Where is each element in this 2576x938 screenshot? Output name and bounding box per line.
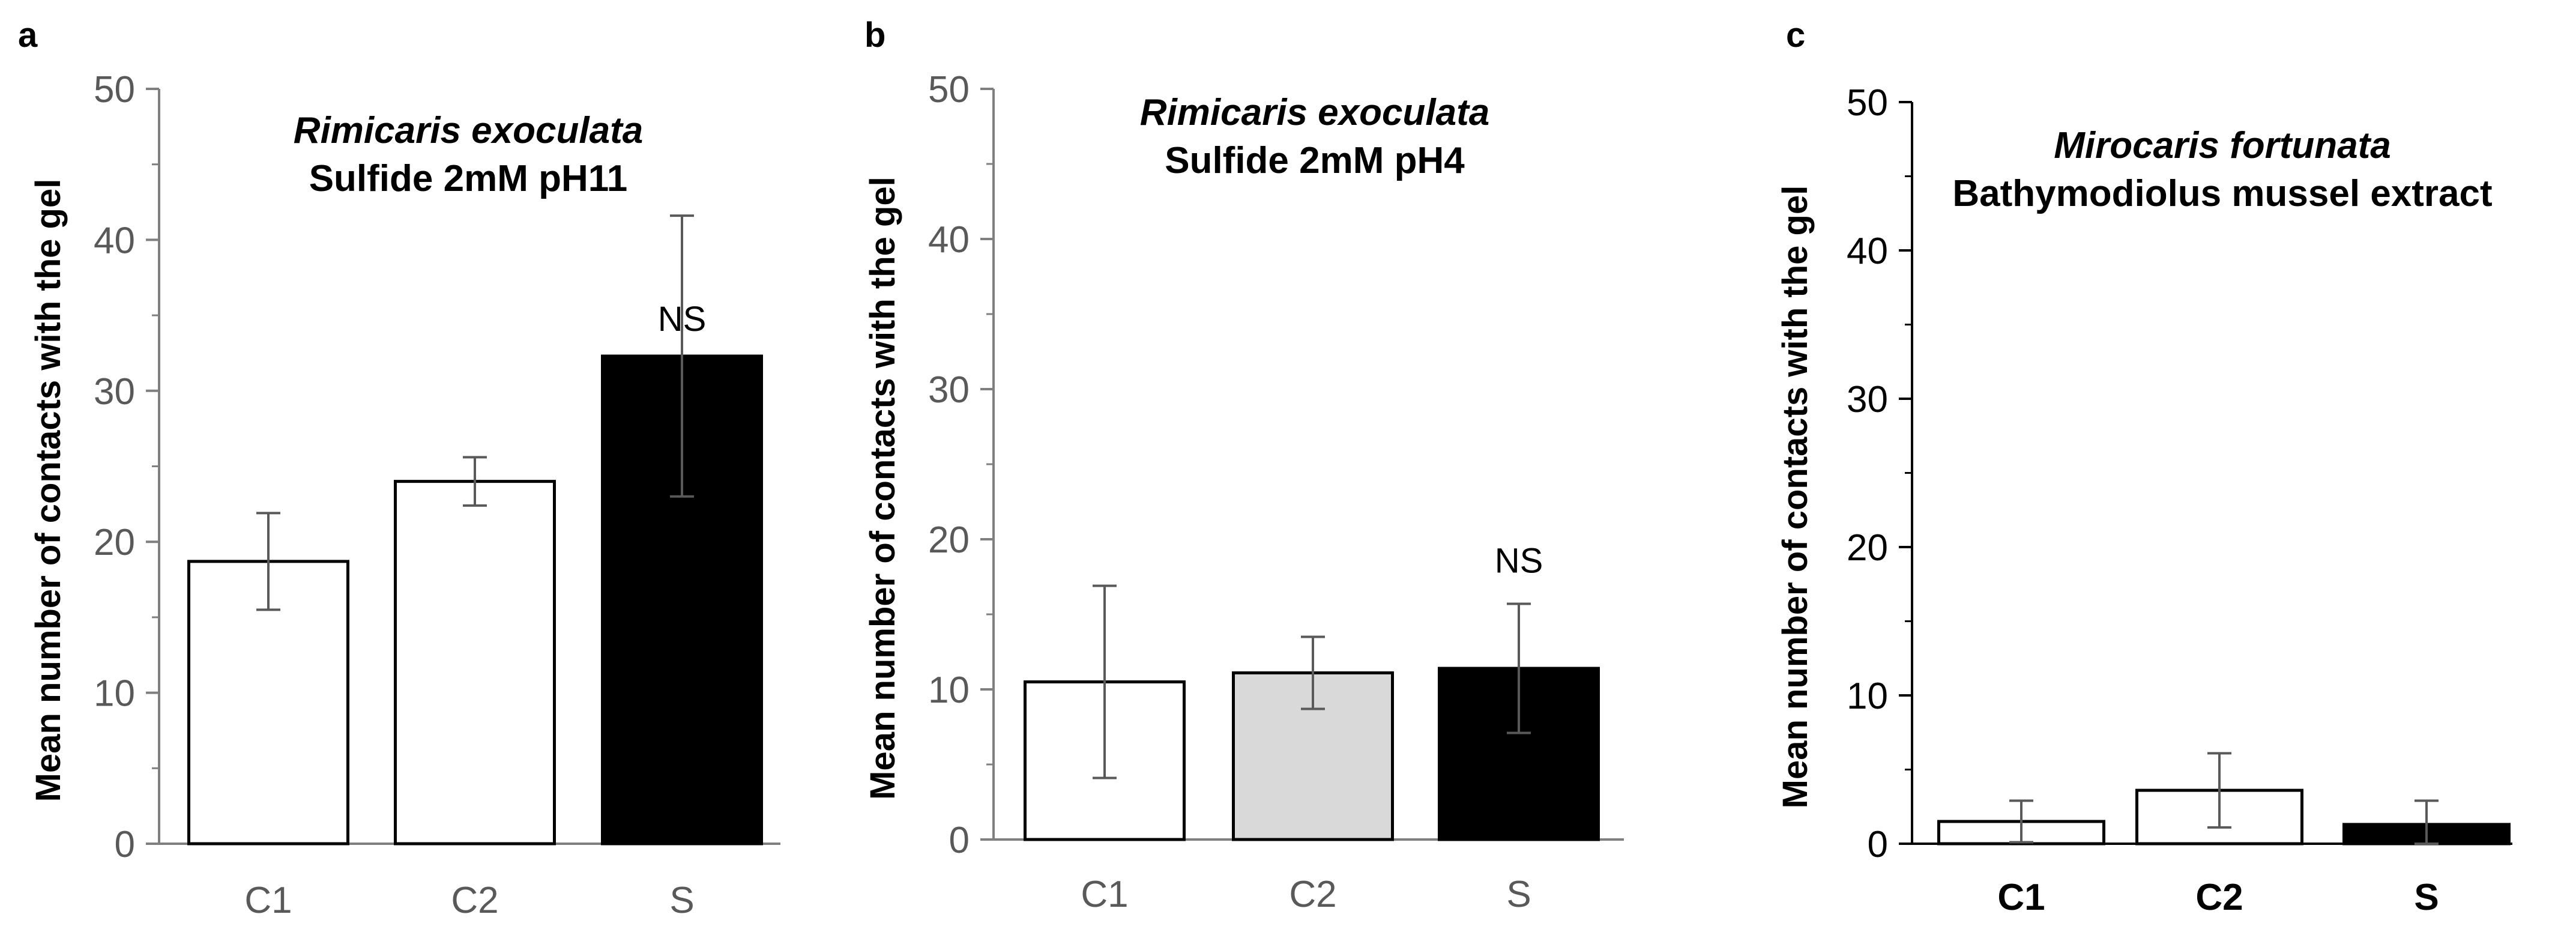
- panel-b: b 0 10 20 30 40 50 Mean number of contacts with…: [863, 16, 1624, 915]
- y-tick-label: 50: [928, 69, 970, 110]
- x-tick-label-c2: C2: [451, 880, 498, 921]
- panel-label: a: [18, 16, 38, 55]
- y-tick-label: 10: [94, 673, 135, 715]
- y-tick-label: 20: [1847, 527, 1888, 569]
- chart-title-species: Mirocaris fortunata: [2054, 125, 2391, 166]
- y-tick-label: 0: [115, 824, 135, 865]
- y-tick-label: 30: [1847, 379, 1888, 420]
- y-tick-label: 0: [949, 820, 970, 861]
- bar-c2: [394, 480, 556, 846]
- y-axis-label: Mean number of contacts with the gel: [863, 177, 902, 800]
- chart-title-treatment: Sulfide 2mM pH4: [1165, 140, 1465, 181]
- x-tick-label-c2: C2: [2195, 877, 2243, 918]
- chart-title-treatment: Bathymodiolus mussel extract: [1952, 173, 2492, 214]
- y-axis-label: Mean number of contacts with the gel: [29, 179, 68, 802]
- x-tick-label-s: S: [669, 880, 694, 921]
- significance-annotation: NS: [658, 300, 707, 339]
- y-tick-label: 30: [94, 371, 135, 413]
- x-tick-label-c1: C1: [244, 880, 292, 921]
- y-tick-label: 40: [1847, 231, 1888, 272]
- x-tick-label-c2: C2: [1289, 874, 1336, 915]
- panel-label: c: [1786, 16, 1805, 55]
- y-tick-label: 10: [1847, 676, 1888, 717]
- y-axis-label: Mean number of contacts with the gel: [1776, 186, 1815, 809]
- y-tick-label: 40: [94, 220, 135, 261]
- y-tick-label: 40: [928, 219, 970, 261]
- panel-a: a 0 10 20 30 40 50 Mean number of contacts with…: [18, 16, 780, 921]
- x-tick-label-s: S: [2414, 877, 2439, 918]
- chart-title-species: Rimicaris exoculata: [294, 110, 643, 151]
- chart-title-treatment: Sulfide 2mM pH11: [309, 158, 628, 199]
- y-tick-label: 50: [1847, 82, 1888, 124]
- y-tick-label: 20: [94, 522, 135, 563]
- chart-title-species: Rimicaris exoculata: [1140, 92, 1489, 133]
- panel-label: b: [864, 16, 885, 55]
- y-tick-label: 0: [1868, 824, 1888, 865]
- panel-c: c 0 10 20 30 40 50 Mean number of contacts with…: [1776, 16, 2512, 918]
- y-tick-label: 10: [928, 670, 970, 711]
- y-tick-label: 20: [928, 519, 970, 561]
- x-tick-label-s: S: [1506, 874, 1531, 915]
- y-tick-label: 30: [928, 369, 970, 411]
- significance-annotation: NS: [1495, 542, 1543, 581]
- y-tick-label: 50: [94, 69, 135, 110]
- x-tick-label-c1: C1: [1081, 874, 1128, 915]
- x-tick-label-c1: C1: [1997, 877, 2045, 918]
